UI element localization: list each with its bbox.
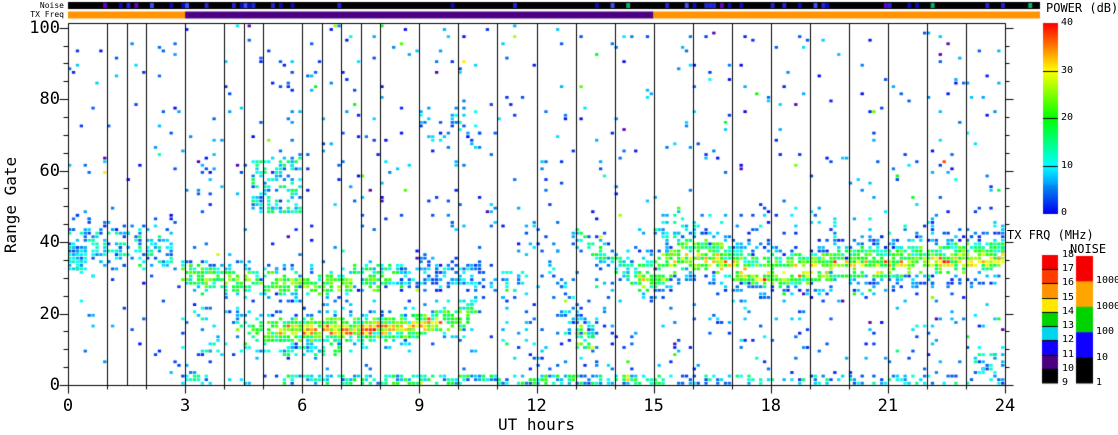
txfrq-tick-label: 16 [1062,277,1075,289]
power-tick-label: 10 [1061,159,1074,171]
txfrq-tick-label: 12 [1062,334,1075,346]
txfrq-tick-label: 14 [1062,305,1075,317]
y-tick-label: 0 [49,375,60,395]
txfrq-tick-label: 17 [1062,263,1075,275]
y-tick-label: 60 [39,160,60,181]
txfrq-tick-label: 18 [1062,249,1075,260]
y-tick-label: 80 [39,89,60,110]
power-legend-title: POWER (dB) [1046,1,1118,15]
x-tick-label: 18 [760,396,781,416]
noise-legend-title: NOISE [1070,242,1107,256]
txfrq-tick-label: 15 [1062,291,1075,303]
txfrq-tick-label: 13 [1062,320,1075,332]
power-tick-label: 30 [1061,64,1074,76]
y-tick-label: 100 [29,17,60,38]
x-tick-label: 15 [643,396,664,416]
noise-tick-label: 1 [1096,377,1103,388]
x-axis-title: UT hours [497,415,576,434]
power-tick-label: 20 [1061,112,1074,123]
txfrq-legend-title: TX FRQ (MHz) [1007,228,1094,242]
x-tick-label: 21 [877,396,899,416]
txfrq-tick-label: 10 [1062,362,1075,374]
y-tick-label: 20 [39,303,60,324]
noise-tick-label: 100 [1096,326,1115,338]
x-tick-label: 0 [62,396,74,416]
noise-tick-label: 1000 [1096,300,1118,312]
x-tick-label: 12 [526,396,547,416]
txfrq-tick-label: 9 [1062,377,1069,388]
txfrq-tick-label: 11 [1062,348,1075,360]
x-tick-label: 3 [180,396,191,416]
noise-tick-label: 10 [1096,351,1109,363]
txfreq-strip-label: TX Freq [30,10,64,19]
x-tick-label: 24 [994,396,1016,416]
noise-tick-label: 10000 [1096,275,1118,287]
power-tick-label: 0 [1061,207,1068,218]
power-tick-label: 40 [1061,17,1074,28]
x-tick-label: 9 [414,396,425,416]
x-tick-label: 6 [297,396,308,416]
y-tick-label: 40 [39,232,60,253]
noise-strip-label: Noise [39,0,64,10]
